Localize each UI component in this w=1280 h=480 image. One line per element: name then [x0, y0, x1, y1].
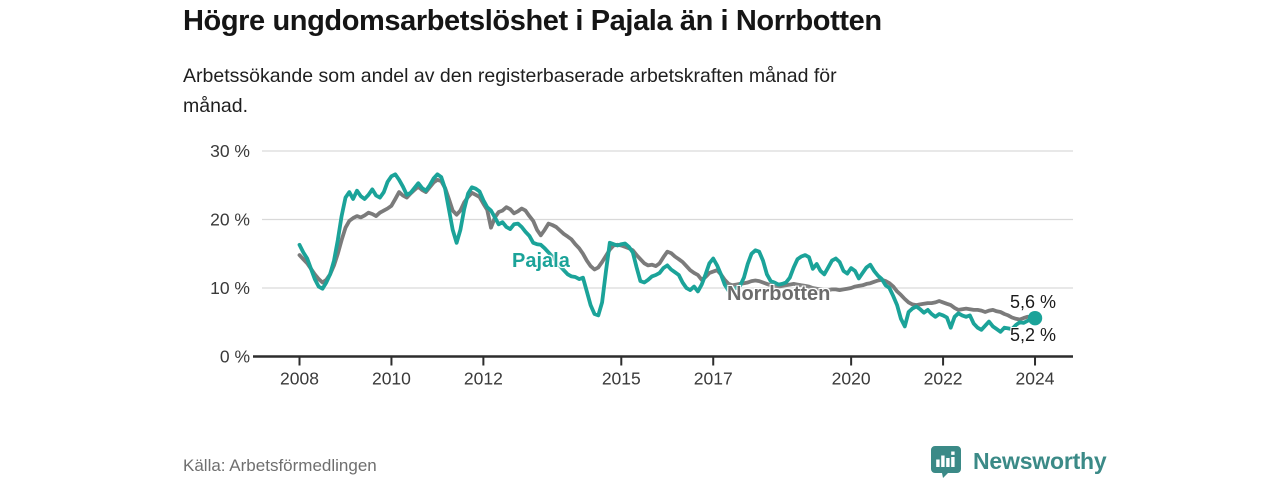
x-axis-tick-label: 2022 [924, 369, 963, 389]
x-axis-tick-label: 2008 [280, 369, 319, 389]
chart-subtitle-line1: Arbetssökande som andel av den registerb… [183, 65, 837, 87]
chart-subtitle: Arbetssökande som andel av den registerb… [183, 61, 837, 121]
chart-subtitle-line2: månad. [183, 95, 249, 117]
norrbotten-line [297, 177, 1037, 323]
x-axis-tick-label: 2020 [832, 369, 871, 389]
newsworthy-logo: Newsworthy [929, 444, 1107, 478]
x-axis-tick-label: 2017 [694, 369, 733, 389]
pajala-end-value-label: 5,6 % [1010, 292, 1057, 312]
y-axis-tick-label: 30 % [210, 141, 250, 161]
pajala-line-label: Pajala [512, 250, 570, 272]
newsworthy-logo-icon [931, 446, 961, 478]
x-axis-tick-label: 2015 [602, 369, 641, 389]
pajala-line [297, 172, 1037, 334]
pajala-end-dot [1027, 310, 1043, 326]
norrbotten-end-value-label: 5,2 % [1010, 325, 1057, 345]
x-axis-tick-label: 2010 [372, 369, 411, 389]
newsworthy-logo-text: Newsworthy [973, 447, 1107, 474]
norrbotten-line-label: Norrbotten [727, 283, 831, 305]
y-axis-tick-label: 10 % [210, 278, 250, 298]
y-axis-tick-label: 0 % [220, 347, 250, 367]
chart-title: Högre ungdomsarbetslöshet i Pajala än i … [183, 5, 882, 37]
y-axis-tick-label: 20 % [210, 210, 250, 230]
source-note: Källa: Arbetsförmedlingen [183, 456, 377, 475]
x-axis-tick-label: 2024 [1016, 369, 1055, 389]
x-axis-tick-label: 2012 [464, 369, 503, 389]
